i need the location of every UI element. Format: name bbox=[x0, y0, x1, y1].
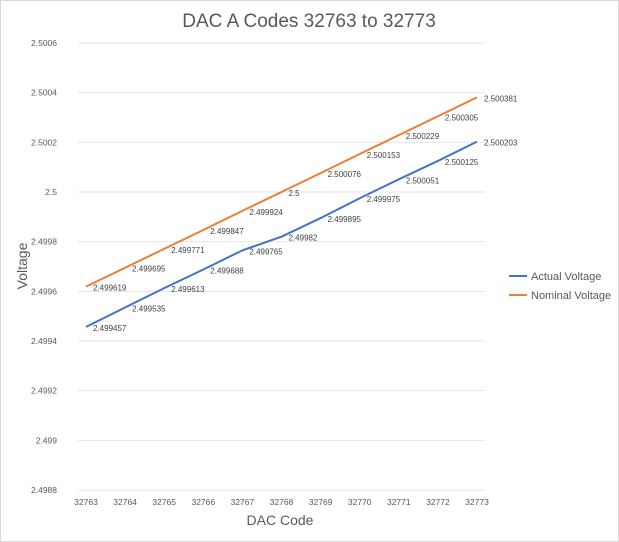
y-axis-title: Voltage bbox=[14, 242, 30, 289]
y-tick-label: 2.4998 bbox=[31, 237, 57, 247]
x-tick-label: 32764 bbox=[113, 497, 137, 507]
y-tick-label: 2.5004 bbox=[31, 88, 57, 98]
x-tick-label: 32773 bbox=[465, 497, 489, 507]
y-tick-label: 2.4992 bbox=[31, 386, 57, 396]
data-label: 2.500203 bbox=[484, 139, 518, 148]
legend-label: Actual Voltage bbox=[531, 271, 601, 283]
gridlines bbox=[78, 42, 485, 491]
x-tick-label: 32767 bbox=[231, 497, 255, 507]
x-tick-label: 32772 bbox=[426, 497, 450, 507]
y-tick-label: 2.4988 bbox=[31, 485, 57, 495]
data-label: 2.500125 bbox=[445, 158, 479, 167]
x-axis-title: DAC Code bbox=[247, 512, 314, 528]
data-label: 2.499895 bbox=[328, 215, 362, 224]
x-tick-label: 32770 bbox=[348, 497, 372, 507]
data-label: 2.5 bbox=[289, 189, 301, 198]
chart-title: DAC A Codes 32763 to 32773 bbox=[182, 11, 436, 32]
data-label: 2.499695 bbox=[132, 265, 166, 274]
y-tick-label: 2.5006 bbox=[31, 38, 57, 48]
data-label: 2.499847 bbox=[210, 227, 244, 236]
data-label: 2.499613 bbox=[171, 285, 205, 294]
data-label: 2.499765 bbox=[249, 247, 283, 256]
data-label: 2.499619 bbox=[93, 284, 127, 293]
series-line-nominal bbox=[85, 96, 478, 288]
x-tick-label: 32769 bbox=[309, 497, 333, 507]
data-label: 2.499535 bbox=[132, 304, 166, 313]
legend-label: Nominal Voltage bbox=[531, 290, 611, 302]
y-tick-label: 2.4994 bbox=[31, 336, 57, 346]
x-axis-ticks: 32763 32764 32765 32766 32767 32768 32769 32770… bbox=[74, 497, 489, 507]
data-label: 2.500153 bbox=[367, 151, 401, 160]
data-label: 2.499924 bbox=[249, 208, 283, 217]
data-label: 2.500381 bbox=[484, 94, 518, 103]
y-tick-label: 2.4996 bbox=[31, 286, 57, 296]
y-tick-label: 2.499 bbox=[36, 435, 58, 445]
data-label: 2.500076 bbox=[328, 170, 362, 179]
y-tick-label: 2.5 bbox=[45, 187, 57, 197]
legend: Actual Voltage Nominal Voltage bbox=[509, 271, 611, 302]
x-tick-label: 32768 bbox=[270, 497, 294, 507]
y-tick-label: 2.5002 bbox=[31, 137, 57, 147]
data-label: 2.500229 bbox=[406, 132, 440, 141]
data-label: 2.49982 bbox=[289, 234, 318, 243]
x-tick-label: 32763 bbox=[74, 497, 98, 507]
y-axis-ticks: 2.4988 2.499 2.4992 2.4994 2.4996 2.4998 2.5 2.… bbox=[31, 38, 57, 495]
data-label: 2.500305 bbox=[445, 113, 479, 122]
data-labels: 2.499457 2.499535 2.499613 2.499688 2.499765… bbox=[93, 94, 518, 332]
x-tick-label: 32766 bbox=[191, 497, 215, 507]
data-label: 2.500051 bbox=[406, 176, 440, 185]
series-lines bbox=[85, 96, 478, 328]
data-label: 2.499688 bbox=[210, 266, 244, 275]
data-label: 2.499457 bbox=[93, 324, 127, 333]
x-tick-label: 32771 bbox=[387, 497, 411, 507]
series-line-actual bbox=[85, 140, 478, 328]
x-tick-label: 32765 bbox=[152, 497, 176, 507]
data-label: 2.499771 bbox=[171, 246, 205, 255]
data-label: 2.499975 bbox=[367, 195, 401, 204]
